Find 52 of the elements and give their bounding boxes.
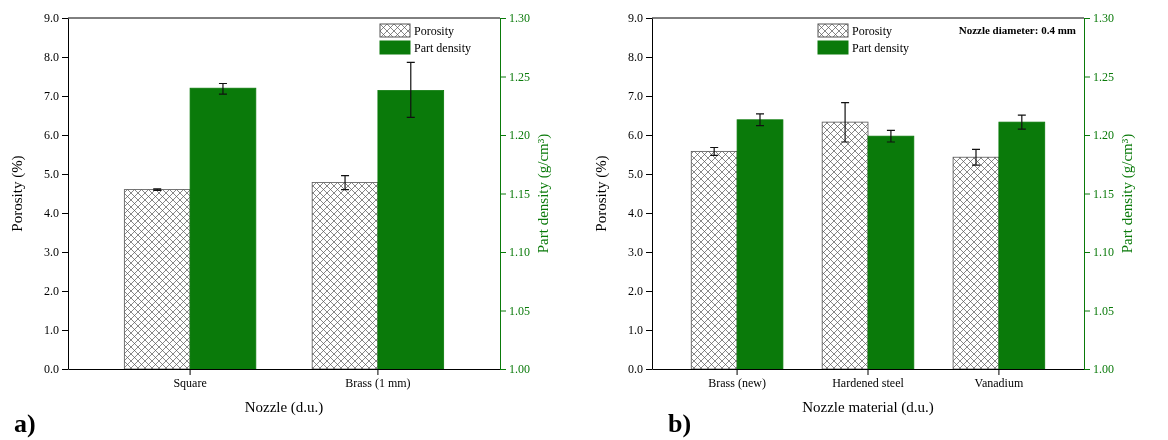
x-tick-label: Hardened steel: [832, 375, 905, 390]
y2-tick-label: 1.25: [509, 69, 530, 84]
y2-tick-label: 1.30: [1093, 11, 1114, 26]
y-tick-label: 4.0: [628, 206, 643, 221]
y-tick-label: 0.0: [628, 362, 643, 377]
x-tick-label: Vanadium: [974, 375, 1024, 390]
x-axis-title: Nozzle material (d.u.): [802, 399, 934, 416]
y-tick-label: 2.0: [628, 284, 643, 299]
y2-tick-label: 1.15: [1093, 186, 1114, 201]
y2-tick-label: 1.05: [509, 303, 530, 318]
y-tick-label: 5.0: [44, 167, 59, 182]
text: b): [668, 409, 692, 438]
y-tick-label: 4.0: [44, 206, 59, 221]
y2-tick-label: 1.15: [509, 186, 530, 201]
legend-label: Porosity: [852, 24, 893, 38]
y-tick-label: 8.0: [44, 50, 59, 65]
x-tick-label: Brass (new): [708, 375, 766, 390]
y-tick-label: 5.0: [628, 167, 643, 182]
y2-tick-label: 1.10: [1093, 245, 1114, 260]
y2-tick-label: 1.20: [509, 128, 530, 143]
y-tick-label: 7.0: [628, 89, 643, 104]
legend-label: Porosity: [414, 24, 455, 38]
y-tick-label: 7.0: [44, 89, 59, 104]
y-tick-label: 8.0: [628, 50, 643, 65]
y2-tick-label: 1.05: [1093, 303, 1114, 318]
y-tick-label: 9.0: [628, 11, 643, 26]
y-tick-label: 6.0: [44, 128, 59, 143]
annotation: Nozzle diameter: 0.4 mm: [958, 24, 1076, 36]
y2-tick-label: 1.25: [1093, 69, 1114, 84]
x-tick-label: Brass (1 mm): [345, 375, 411, 390]
y2-tick-label: 1.10: [509, 245, 530, 260]
y2-tick-label: 1.20: [1093, 128, 1114, 143]
y-tick-label: 2.0: [44, 284, 59, 299]
y-tick-label: 9.0: [44, 11, 59, 26]
x-axis-title: Nozzle (d.u.): [244, 399, 324, 416]
y-tick-label: 3.0: [44, 245, 59, 260]
x-tick-label: Square: [173, 375, 207, 390]
y-tick-label: 1.0: [628, 323, 643, 338]
y2-tick-label: 1.00: [1093, 362, 1114, 377]
y2-axis-title: Part density (g/cm³): [535, 133, 552, 254]
y2-tick-label: 1.30: [509, 11, 530, 26]
y2-axis-title: Part density (g/cm³): [1119, 133, 1136, 254]
y-tick-label: 1.0: [44, 323, 59, 338]
text: a): [14, 409, 36, 438]
y-axis-title: Porosity (%): [593, 155, 610, 232]
y2-tick-label: 1.00: [509, 362, 530, 377]
legend-label: Part density: [414, 41, 471, 55]
y-tick-label: 3.0: [628, 245, 643, 260]
y-tick-label: 6.0: [628, 128, 643, 143]
y-tick-label: 0.0: [44, 362, 59, 377]
legend-label: Part density: [852, 41, 909, 55]
y-axis-title: Porosity (%): [9, 155, 26, 232]
